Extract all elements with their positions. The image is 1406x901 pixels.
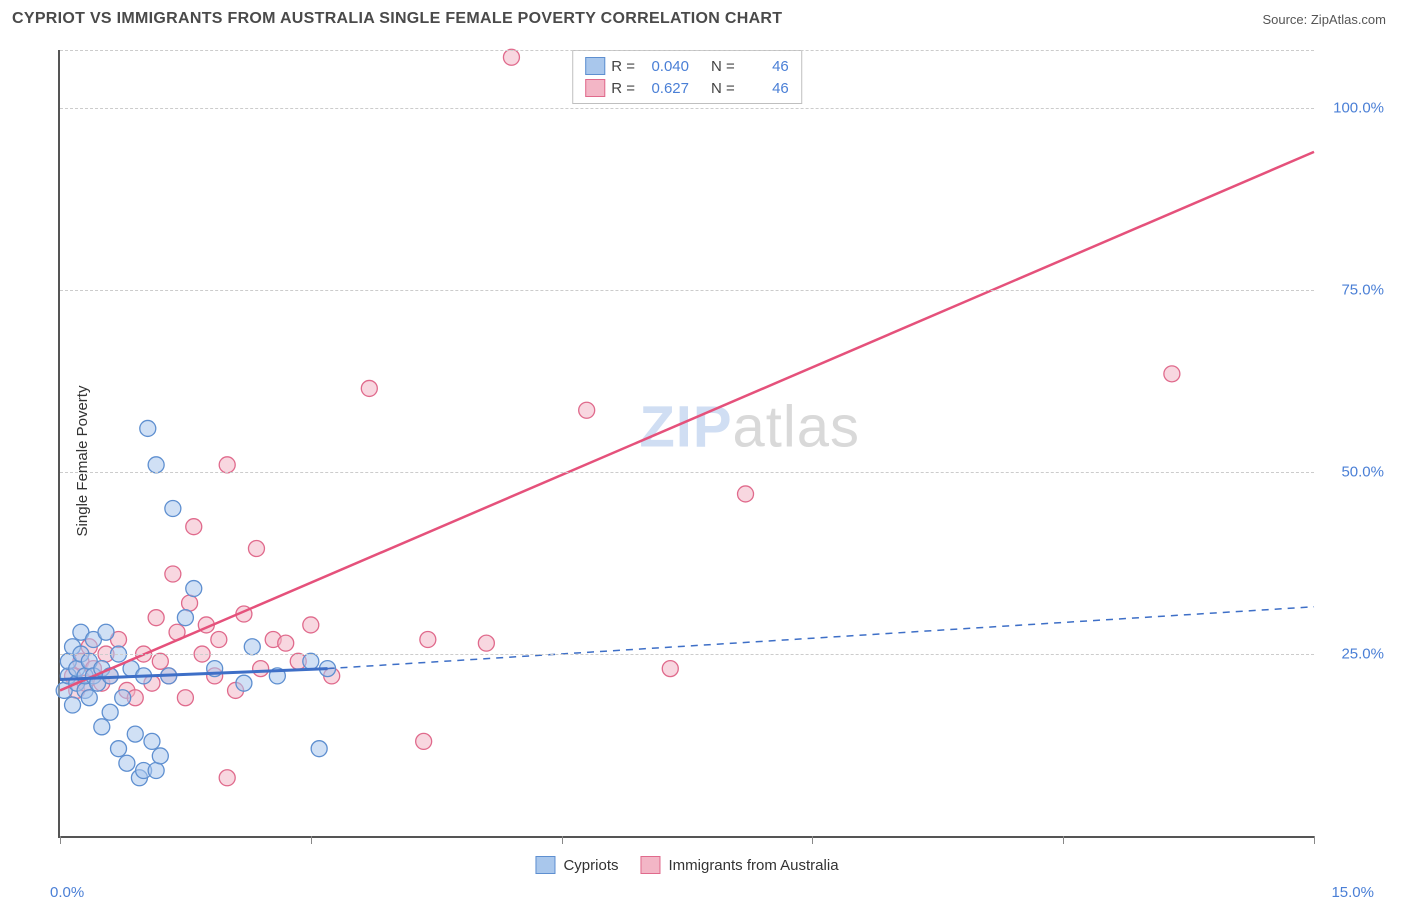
y-tick-label: 25.0%	[1341, 646, 1384, 663]
scatter-point	[662, 661, 678, 677]
legend-label-immigrants: Immigrants from Australia	[668, 857, 838, 874]
scatter-point	[127, 726, 143, 742]
scatter-point	[186, 581, 202, 597]
chart-container: Single Female Poverty ZIPatlas R = 0.040…	[12, 42, 1394, 880]
r-value-immigrants: 0.627	[641, 80, 689, 97]
x-tick-mark	[1314, 836, 1315, 844]
scatter-point	[244, 639, 260, 655]
bottom-legend: Cypriots Immigrants from Australia	[535, 856, 838, 874]
scatter-point	[311, 741, 327, 757]
scatter-point	[119, 755, 135, 771]
scatter-point	[152, 653, 168, 669]
r-value-cypriots: 0.040	[641, 58, 689, 75]
scatter-point	[738, 486, 754, 502]
scatter-point	[361, 380, 377, 396]
scatter-point	[148, 457, 164, 473]
stats-row-cypriots: R = 0.040 N = 46	[585, 55, 789, 77]
scatter-point	[186, 519, 202, 535]
trend-line	[60, 152, 1314, 691]
x-tick-label: 0.0%	[50, 884, 84, 901]
scatter-point	[111, 741, 127, 757]
scatter-point	[115, 690, 131, 706]
legend-item-immigrants: Immigrants from Australia	[640, 856, 838, 874]
chart-header: CYPRIOT VS IMMIGRANTS FROM AUSTRALIA SIN…	[0, 0, 1406, 33]
correlation-stats-box: R = 0.040 N = 46 R = 0.627 N = 46	[572, 50, 802, 104]
gridline	[60, 290, 1314, 291]
scatter-point	[102, 704, 118, 720]
scatter-point	[148, 610, 164, 626]
scatter-point	[211, 632, 227, 648]
scatter-point	[81, 690, 97, 706]
scatter-point	[478, 635, 494, 651]
scatter-point	[65, 697, 81, 713]
scatter-point	[165, 566, 181, 582]
scatter-point	[248, 541, 264, 557]
stats-row-immigrants: R = 0.627 N = 46	[585, 77, 789, 99]
y-tick-label: 100.0%	[1333, 100, 1384, 117]
scatter-point	[253, 661, 269, 677]
x-tick-mark	[562, 836, 563, 844]
scatter-point	[144, 733, 160, 749]
scatter-point	[236, 675, 252, 691]
n-value-immigrants: 46	[741, 80, 789, 97]
x-tick-mark	[812, 836, 813, 844]
scatter-point	[219, 770, 235, 786]
scatter-point	[152, 748, 168, 764]
r-label: R =	[611, 58, 635, 75]
gridline	[60, 50, 1314, 51]
scatter-point	[98, 624, 114, 640]
scatter-point	[579, 402, 595, 418]
scatter-point	[165, 501, 181, 517]
n-label: N =	[711, 58, 735, 75]
scatter-point	[1164, 366, 1180, 382]
source-name: ZipAtlas.com	[1311, 12, 1386, 27]
x-tick-mark	[1063, 836, 1064, 844]
legend-item-cypriots: Cypriots	[535, 856, 618, 874]
scatter-point	[140, 420, 156, 436]
legend-swatch-cypriots	[535, 856, 555, 874]
plot-area: ZIPatlas R = 0.040 N = 46 R = 0.627 N = …	[58, 50, 1314, 838]
scatter-point	[148, 763, 164, 779]
r-label: R =	[611, 80, 635, 97]
scatter-point	[177, 610, 193, 626]
scatter-point	[177, 690, 193, 706]
gridline	[60, 472, 1314, 473]
n-label: N =	[711, 80, 735, 97]
gridline	[60, 654, 1314, 655]
gridline	[60, 108, 1314, 109]
scatter-point	[182, 595, 198, 611]
scatter-point	[416, 733, 432, 749]
legend-label-cypriots: Cypriots	[563, 857, 618, 874]
scatter-point	[219, 457, 235, 473]
y-tick-label: 75.0%	[1341, 282, 1384, 299]
scatter-point	[420, 632, 436, 648]
source-attribution: Source: ZipAtlas.com	[1262, 12, 1386, 27]
swatch-immigrants	[585, 79, 605, 97]
y-tick-label: 50.0%	[1341, 464, 1384, 481]
scatter-point	[278, 635, 294, 651]
n-value-cypriots: 46	[741, 58, 789, 75]
swatch-cypriots	[585, 57, 605, 75]
x-tick-mark	[311, 836, 312, 844]
x-tick-mark	[60, 836, 61, 844]
scatter-point	[503, 49, 519, 65]
x-tick-label: 15.0%	[1331, 884, 1374, 901]
legend-swatch-immigrants	[640, 856, 660, 874]
source-prefix: Source:	[1262, 12, 1310, 27]
trend-line	[328, 607, 1314, 669]
scatter-point	[94, 719, 110, 735]
scatter-point	[303, 653, 319, 669]
chart-title: CYPRIOT VS IMMIGRANTS FROM AUSTRALIA SIN…	[12, 10, 782, 28]
scatter-point	[303, 617, 319, 633]
scatter-svg-layer	[60, 50, 1314, 836]
